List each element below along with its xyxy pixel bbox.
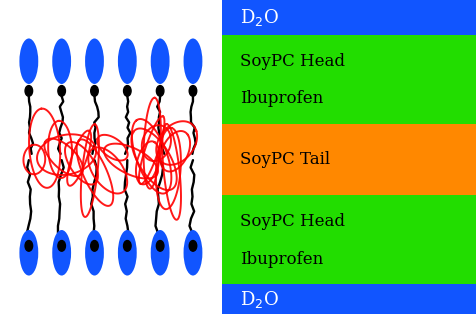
- Circle shape: [25, 241, 32, 251]
- Text: SoyPC Head: SoyPC Head: [239, 53, 344, 70]
- Circle shape: [58, 241, 65, 251]
- Bar: [221, 195, 476, 284]
- Ellipse shape: [20, 230, 38, 276]
- Ellipse shape: [52, 38, 71, 84]
- Text: Ibuprofen: Ibuprofen: [239, 90, 322, 107]
- Ellipse shape: [85, 38, 104, 84]
- Circle shape: [156, 241, 164, 251]
- Ellipse shape: [118, 38, 137, 84]
- Text: Ibuprofen: Ibuprofen: [239, 251, 322, 268]
- Circle shape: [25, 85, 32, 96]
- Ellipse shape: [118, 230, 137, 276]
- Text: SoyPC Tail: SoyPC Tail: [239, 151, 329, 168]
- Circle shape: [90, 241, 98, 251]
- Text: SoyPC Head: SoyPC Head: [239, 213, 344, 230]
- Ellipse shape: [183, 230, 202, 276]
- Circle shape: [189, 85, 196, 96]
- Text: D$_2$O: D$_2$O: [239, 289, 278, 310]
- Bar: [221, 124, 476, 195]
- Ellipse shape: [150, 230, 169, 276]
- Ellipse shape: [20, 38, 38, 84]
- Text: D$_2$O: D$_2$O: [239, 7, 278, 28]
- Circle shape: [123, 241, 131, 251]
- Bar: [221, 0, 476, 35]
- Ellipse shape: [52, 230, 71, 276]
- Bar: [221, 35, 476, 124]
- Ellipse shape: [183, 38, 202, 84]
- Ellipse shape: [150, 38, 169, 84]
- Circle shape: [58, 85, 65, 96]
- Circle shape: [189, 241, 196, 251]
- Circle shape: [90, 85, 98, 96]
- Bar: [221, 284, 476, 314]
- Ellipse shape: [85, 230, 104, 276]
- Circle shape: [156, 85, 164, 96]
- Circle shape: [123, 85, 131, 96]
